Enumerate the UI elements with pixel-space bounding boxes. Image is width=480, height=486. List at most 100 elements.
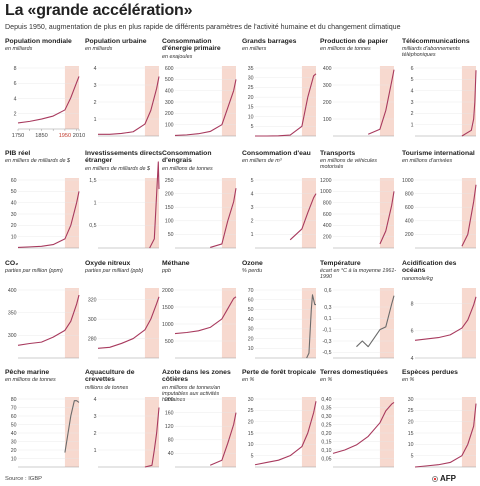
chart-unit: écart en °C à la moyenne 1961-1990 (320, 267, 397, 280)
x-tick-label: 2010 (73, 133, 85, 139)
highlight-band (461, 66, 476, 136)
chart-title: CO₂ (5, 260, 19, 267)
chart-unit: en millions de tonnes/an imputables aux … (162, 384, 221, 403)
chart-svg: 100 200 300 400 (323, 66, 395, 137)
y-tick-label: 20 (248, 336, 254, 342)
chart-panel: Investissements directs étranger en milli… (85, 150, 163, 251)
y-tick-label: 100 (323, 117, 332, 123)
chart-panel: Population urbaine en milliards 1 2 3 4 (85, 38, 163, 139)
chart-unit: parties par million (ppm) (5, 267, 63, 274)
y-tick-label: 80 (11, 397, 17, 403)
y-tick-label: 15 (248, 105, 254, 111)
y-tick-label: 0,20 (321, 431, 331, 437)
y-tick-label: 120 (165, 424, 174, 430)
y-tick-label: 200 (165, 397, 174, 403)
page-title: La «grande accélération» (5, 2, 193, 19)
y-tick-label: 4 (411, 356, 414, 362)
y-tick-label: 20 (11, 448, 17, 454)
y-tick-label: 200 (165, 191, 174, 197)
chart-svg: 5 10 15 20 25 30 (408, 397, 477, 468)
y-tick-label: 60 (11, 178, 17, 184)
y-tick-label: 3 (251, 205, 254, 211)
chart-svg: 5 10 15 20 25 30 (248, 397, 317, 468)
y-tick-label: 1000 (162, 322, 174, 328)
chart-svg: 200 400 600 800 1000 1200 (320, 178, 395, 249)
chart-svg: 280 300 320 (88, 288, 160, 359)
chart-svg: 1 2 3 4 5 (251, 178, 317, 249)
chart-svg: 0,5 1 1,5 (89, 161, 160, 249)
chart-unit: en % (320, 376, 333, 383)
y-tick-label: -0,3 (323, 339, 332, 345)
chart-panel: Consommation d'énergie primaire en exajou… (162, 38, 240, 139)
series-line (17, 191, 80, 248)
series-line (306, 294, 316, 359)
series-line (17, 294, 80, 346)
chart-svg: 50 100 150 200 250 (165, 178, 237, 249)
chart-panel: Télécommunications milliards d'abonnement… (402, 38, 480, 139)
highlight-band (301, 178, 316, 248)
highlight-band (64, 66, 79, 129)
y-tick-label: 1 (411, 122, 414, 128)
y-tick-label: 100 (165, 122, 174, 128)
y-tick-label: 5 (251, 178, 254, 184)
y-tick-label: 3 (94, 414, 97, 420)
chart-unit: ppb (162, 267, 171, 274)
y-tick-label: 10 (408, 442, 414, 448)
y-tick-label: 30 (408, 397, 414, 403)
y-tick-label: 500 (165, 77, 174, 83)
y-tick-label: 8 (14, 66, 17, 72)
y-tick-label: 3 (94, 83, 97, 89)
chart-panel: Population mondiale en milliards 2 4 6 8 1750 1… (5, 38, 85, 139)
chart-svg: 0,05 0,10 0,15 0,20 0,25 0,30 0,35 0,40 (321, 397, 395, 468)
y-tick-label: 200 (323, 100, 332, 106)
highlight-band (461, 288, 476, 358)
y-tick-label: 4 (94, 66, 97, 72)
highlight-band (301, 288, 316, 358)
y-tick-label: 4 (411, 88, 414, 94)
chart-title: Espèces perdues (402, 369, 458, 376)
series-line (414, 296, 477, 341)
y-tick-label: 50 (11, 422, 17, 428)
chart-unit: en millions de tonnes (162, 165, 213, 172)
chart-unit: en milliards (85, 45, 113, 52)
y-tick-label: 6 (14, 81, 17, 87)
chart-panel: Tourisme international en millions d'arri… (402, 150, 480, 251)
y-tick-label: 0,25 (321, 422, 331, 428)
y-tick-label: 15 (248, 431, 254, 437)
chart-title: Télécommunications (402, 38, 470, 45)
chart-unit: en exajoules (162, 53, 193, 60)
page-subtitle: Depuis 1950, augmentation de plus en plu… (5, 23, 401, 31)
chart-svg: 1 2 3 4 5 6 (411, 66, 477, 137)
highlight-band (301, 66, 316, 136)
highlight-band (221, 397, 236, 467)
y-tick-label: 40 (11, 431, 17, 437)
y-tick-label: 0,30 (321, 414, 331, 420)
y-tick-label: 25 (248, 85, 254, 91)
y-tick-label: 0,05 (321, 456, 331, 462)
chart-panel: Terres domestiquées en % 0,05 0,10 0,15 0,20 0… (320, 369, 398, 470)
chart-panel: Consommation d'eau en milliers de m³ 1 2 3 4 5 (242, 150, 320, 251)
y-tick-label: 500 (165, 339, 174, 345)
series-line (332, 401, 395, 454)
y-tick-label: 10 (11, 456, 17, 462)
y-tick-label: 0,3 (324, 305, 331, 311)
y-tick-label: 4 (14, 96, 17, 102)
chart-unit: % perdu (242, 267, 263, 274)
chart-svg: 200 400 600 800 1000 (402, 178, 477, 249)
y-tick-label: 400 (323, 223, 332, 229)
series-line (97, 296, 160, 349)
chart-unit: en milliers (242, 45, 267, 52)
chart-title: Aquaculture de crevettes (85, 369, 135, 384)
series-line (379, 191, 395, 245)
y-tick-label: 0,15 (321, 439, 331, 445)
y-tick-label: 5 (411, 453, 414, 459)
series-line (255, 73, 317, 137)
chart-title: Oxyde nitreux (85, 260, 131, 267)
highlight-band (64, 397, 79, 467)
highlight-band (221, 288, 236, 358)
y-tick-label: 2 (14, 112, 17, 118)
y-tick-label: 1 (94, 117, 97, 123)
chart-title: Production de papier (320, 38, 388, 45)
series-line (64, 400, 80, 453)
chart-title: Consommation d'eau (242, 150, 311, 157)
